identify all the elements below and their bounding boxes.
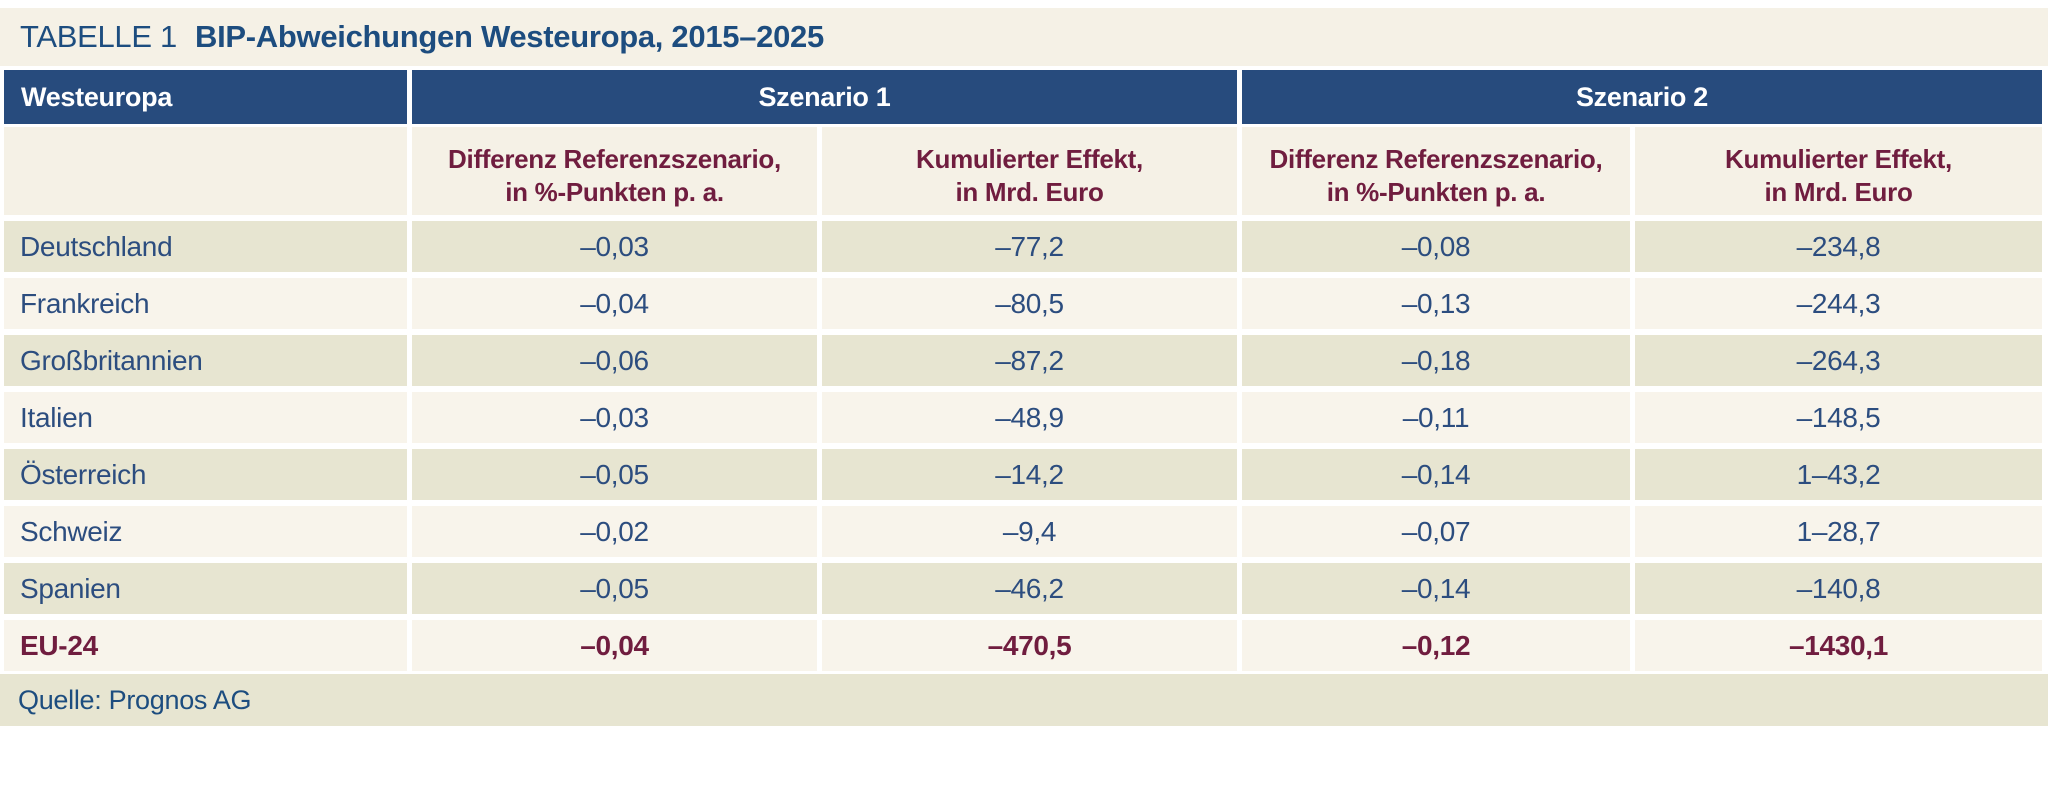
column-header-westeuropa: Westeuropa	[4, 70, 407, 124]
table-subheader-row: Differenz Referenzszenario, in %-Punkten…	[0, 127, 2048, 215]
value-cell: –0,03	[412, 392, 817, 443]
value-cell: –14,2	[822, 449, 1237, 500]
value-cell: –48,9	[822, 392, 1237, 443]
table-header-row: Westeuropa Szenario 1 Szenario 2	[0, 70, 2048, 124]
subheader-line: Kumulierter Effekt,	[1725, 144, 1952, 174]
value-cell: –0,04	[412, 620, 817, 671]
value-cell: –1430,1	[1635, 620, 2042, 671]
value-cell: –0,07	[1242, 506, 1630, 557]
table-row-schweiz: Schweiz –0,02 –9,4 –0,07 1–28,7	[0, 506, 2048, 557]
value-cell: –0,11	[1242, 392, 1630, 443]
table-row-eu24-total: EU-24 –0,04 –470,5 –0,12 –1430,1	[0, 620, 2048, 671]
value-cell: –470,5	[822, 620, 1237, 671]
value-cell: –80,5	[822, 278, 1237, 329]
value-cell: –148,5	[1635, 392, 2042, 443]
table-row-oesterreich: Österreich –0,05 –14,2 –0,14 1–43,2	[0, 449, 2048, 500]
value-cell: 1–43,2	[1635, 449, 2042, 500]
value-cell: –0,05	[412, 563, 817, 614]
source-note: Quelle: Prognos AG	[18, 684, 252, 715]
value-cell: –0,13	[1242, 278, 1630, 329]
subheader-s1-differenz: Differenz Referenzszenario, in %-Punkten…	[412, 127, 817, 215]
subheader-empty-cell	[4, 127, 407, 215]
value-cell: –234,8	[1635, 221, 2042, 272]
country-cell: Deutschland	[4, 221, 407, 272]
country-cell: Spanien	[4, 563, 407, 614]
value-cell: –0,06	[412, 335, 817, 386]
title-band: TABELLE 1 BIP-Abweichungen Westeuropa, 2…	[0, 8, 2048, 66]
value-cell: –264,3	[1635, 335, 2042, 386]
value-cell: –140,8	[1635, 563, 2042, 614]
value-cell: –0,05	[412, 449, 817, 500]
value-cell: –0,02	[412, 506, 817, 557]
value-cell: –0,18	[1242, 335, 1630, 386]
value-cell: 1–28,7	[1635, 506, 2042, 557]
table-row-grossbritannien: Großbritannien –0,06 –87,2 –0,18 –264,3	[0, 335, 2048, 386]
value-cell: –0,12	[1242, 620, 1630, 671]
value-cell: –0,08	[1242, 221, 1630, 272]
value-cell: –0,14	[1242, 563, 1630, 614]
subheader-line: in %-Punkten p. a.	[505, 177, 724, 207]
subheader-line: in Mrd. Euro	[1764, 177, 1913, 207]
subheader-s1-kumuliert: Kumulierter Effekt, in Mrd. Euro	[822, 127, 1237, 215]
value-cell: –77,2	[822, 221, 1237, 272]
table-row-spanien: Spanien –0,05 –46,2 –0,14 –140,8	[0, 563, 2048, 614]
country-cell: Österreich	[4, 449, 407, 500]
country-cell: Frankreich	[4, 278, 407, 329]
subheader-line: in Mrd. Euro	[955, 177, 1104, 207]
group-header-szenario-1: Szenario 1	[412, 70, 1237, 124]
group-header-szenario-2: Szenario 2	[1242, 70, 2042, 124]
value-cell: –0,03	[412, 221, 817, 272]
value-cell: –244,3	[1635, 278, 2042, 329]
country-cell: Großbritannien	[4, 335, 407, 386]
country-cell: EU-24	[4, 620, 407, 671]
table-row-frankreich: Frankreich –0,04 –80,5 –0,13 –244,3	[0, 278, 2048, 329]
value-cell: –0,04	[412, 278, 817, 329]
country-cell: Schweiz	[4, 506, 407, 557]
source-row: Quelle: Prognos AG	[0, 674, 2048, 726]
value-cell: –9,4	[822, 506, 1237, 557]
subheader-line: in %-Punkten p. a.	[1326, 177, 1546, 207]
value-cell: –0,14	[1242, 449, 1630, 500]
subheader-line: Differenz Referenzszenario,	[448, 144, 781, 174]
value-cell: –87,2	[822, 335, 1237, 386]
value-cell: –46,2	[822, 563, 1237, 614]
subheader-line: Differenz Referenzszenario,	[1269, 144, 1603, 174]
table-row-deutschland: Deutschland –0,03 –77,2 –0,08 –234,8	[0, 221, 2048, 272]
table-row-italien: Italien –0,03 –48,9 –0,11 –148,5	[0, 392, 2048, 443]
table-label: TABELLE 1	[20, 19, 177, 54]
subheader-s2-differenz: Differenz Referenzszenario, in %-Punkten…	[1242, 127, 1630, 215]
subheader-s2-kumuliert: Kumulierter Effekt, in Mrd. Euro	[1635, 127, 2042, 215]
country-cell: Italien	[4, 392, 407, 443]
page-title: BIP-Abweichungen Westeuropa, 2015–2025	[194, 19, 824, 54]
subheader-line: Kumulierter Effekt,	[916, 144, 1143, 174]
